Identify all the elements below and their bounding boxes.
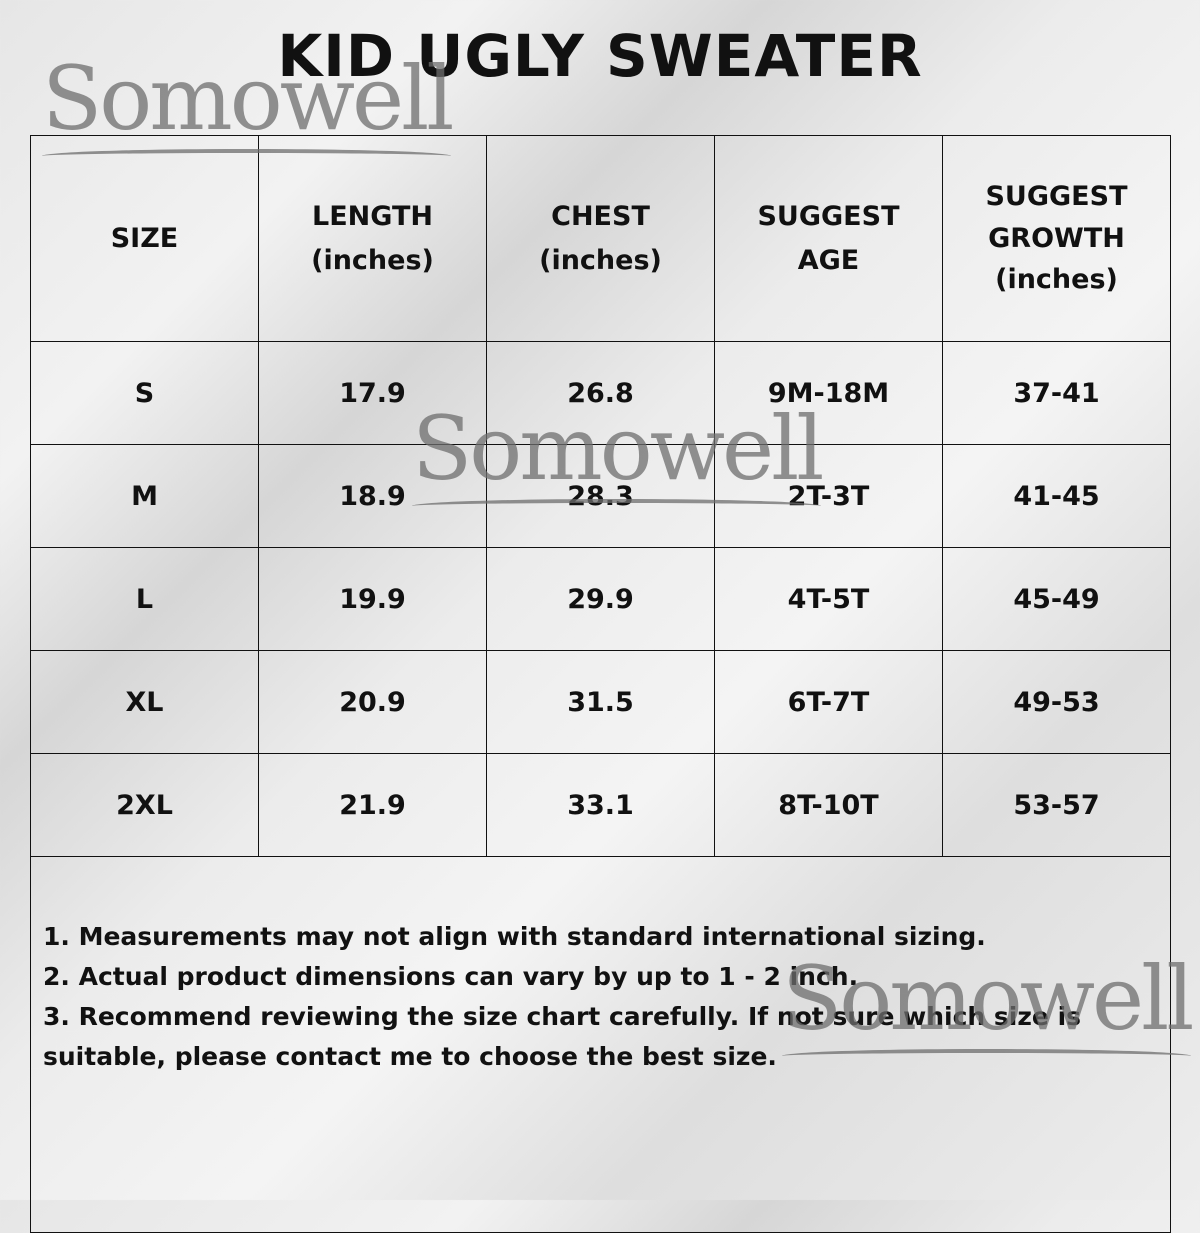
header-text: CHEST [551, 201, 650, 233]
cell-age: 2T-3T [714, 444, 943, 548]
cell-growth: 41-45 [942, 444, 1171, 548]
header-age: SUGGEST AGE [714, 135, 943, 342]
header-growth: SUGGEST GROWTH (inches) [942, 135, 1171, 342]
cell-age: 9M-18M [714, 341, 943, 445]
note-3: 3. Recommend reviewing the size chart ca… [43, 1002, 1082, 1071]
header-size: SIZE [30, 135, 259, 342]
table-row: M 18.9 28.3 2T-3T 41-45 [30, 444, 1171, 548]
cell-size: S [30, 341, 259, 445]
cell-size: L [30, 547, 259, 651]
header-text: LENGTH [312, 201, 433, 233]
page-title: KID UGLY SWEATER [277, 22, 923, 90]
cell-chest: 29.9 [486, 547, 715, 651]
table-row: 2XL 21.9 33.1 8T-10T 53-57 [30, 753, 1171, 857]
note-1: 1. Measurements may not align with stand… [43, 922, 986, 951]
table-row: XL 20.9 31.5 6T-7T 49-53 [30, 650, 1171, 754]
notes-row: 1. Measurements may not align with stand… [30, 856, 1171, 1233]
cell-growth: 53-57 [942, 753, 1171, 857]
cell-size: 2XL [30, 753, 259, 857]
cell-growth: 37-41 [942, 341, 1171, 445]
cell-length: 18.9 [258, 444, 487, 548]
cell-size: M [30, 444, 259, 548]
table-row: L 19.9 29.9 4T-5T 45-49 [30, 547, 1171, 651]
cell-length: 19.9 [258, 547, 487, 651]
header-length: LENGTH (inches) [258, 135, 487, 342]
header-chest: CHEST (inches) [486, 135, 715, 342]
cell-length: 21.9 [258, 753, 487, 857]
header-text: AGE [797, 244, 860, 276]
cell-size: XL [30, 650, 259, 754]
header-text: SIZE [110, 222, 179, 254]
size-chart-table: SIZE LENGTH (inches) CHEST (inches) SUGGES… [30, 135, 1171, 1233]
cell-chest: 33.1 [486, 753, 715, 857]
cell-chest: 28.3 [486, 444, 715, 548]
note-2: 2. Actual product dimensions can vary by… [43, 962, 859, 991]
cell-age: 6T-7T [714, 650, 943, 754]
header-unit: (inches) [311, 244, 434, 276]
cell-age: 8T-10T [714, 753, 943, 857]
table-row: S 17.9 26.8 9M-18M 37-41 [30, 341, 1171, 445]
header-unit: (inches) [995, 264, 1118, 296]
header-row: SIZE LENGTH (inches) CHEST (inches) SUGGES… [30, 135, 1171, 342]
cell-growth: 45-49 [942, 547, 1171, 651]
header-text: SUGGEST [757, 201, 900, 233]
notes-cell: 1. Measurements may not align with stand… [30, 856, 1171, 1233]
cell-growth: 49-53 [942, 650, 1171, 754]
header-unit: (inches) [539, 244, 662, 276]
cell-length: 20.9 [258, 650, 487, 754]
cell-chest: 31.5 [486, 650, 715, 754]
cell-length: 17.9 [258, 341, 487, 445]
header-text: SUGGEST [985, 180, 1128, 212]
cell-age: 4T-5T [714, 547, 943, 651]
header-text: GROWTH [988, 222, 1125, 254]
cell-chest: 26.8 [486, 341, 715, 445]
